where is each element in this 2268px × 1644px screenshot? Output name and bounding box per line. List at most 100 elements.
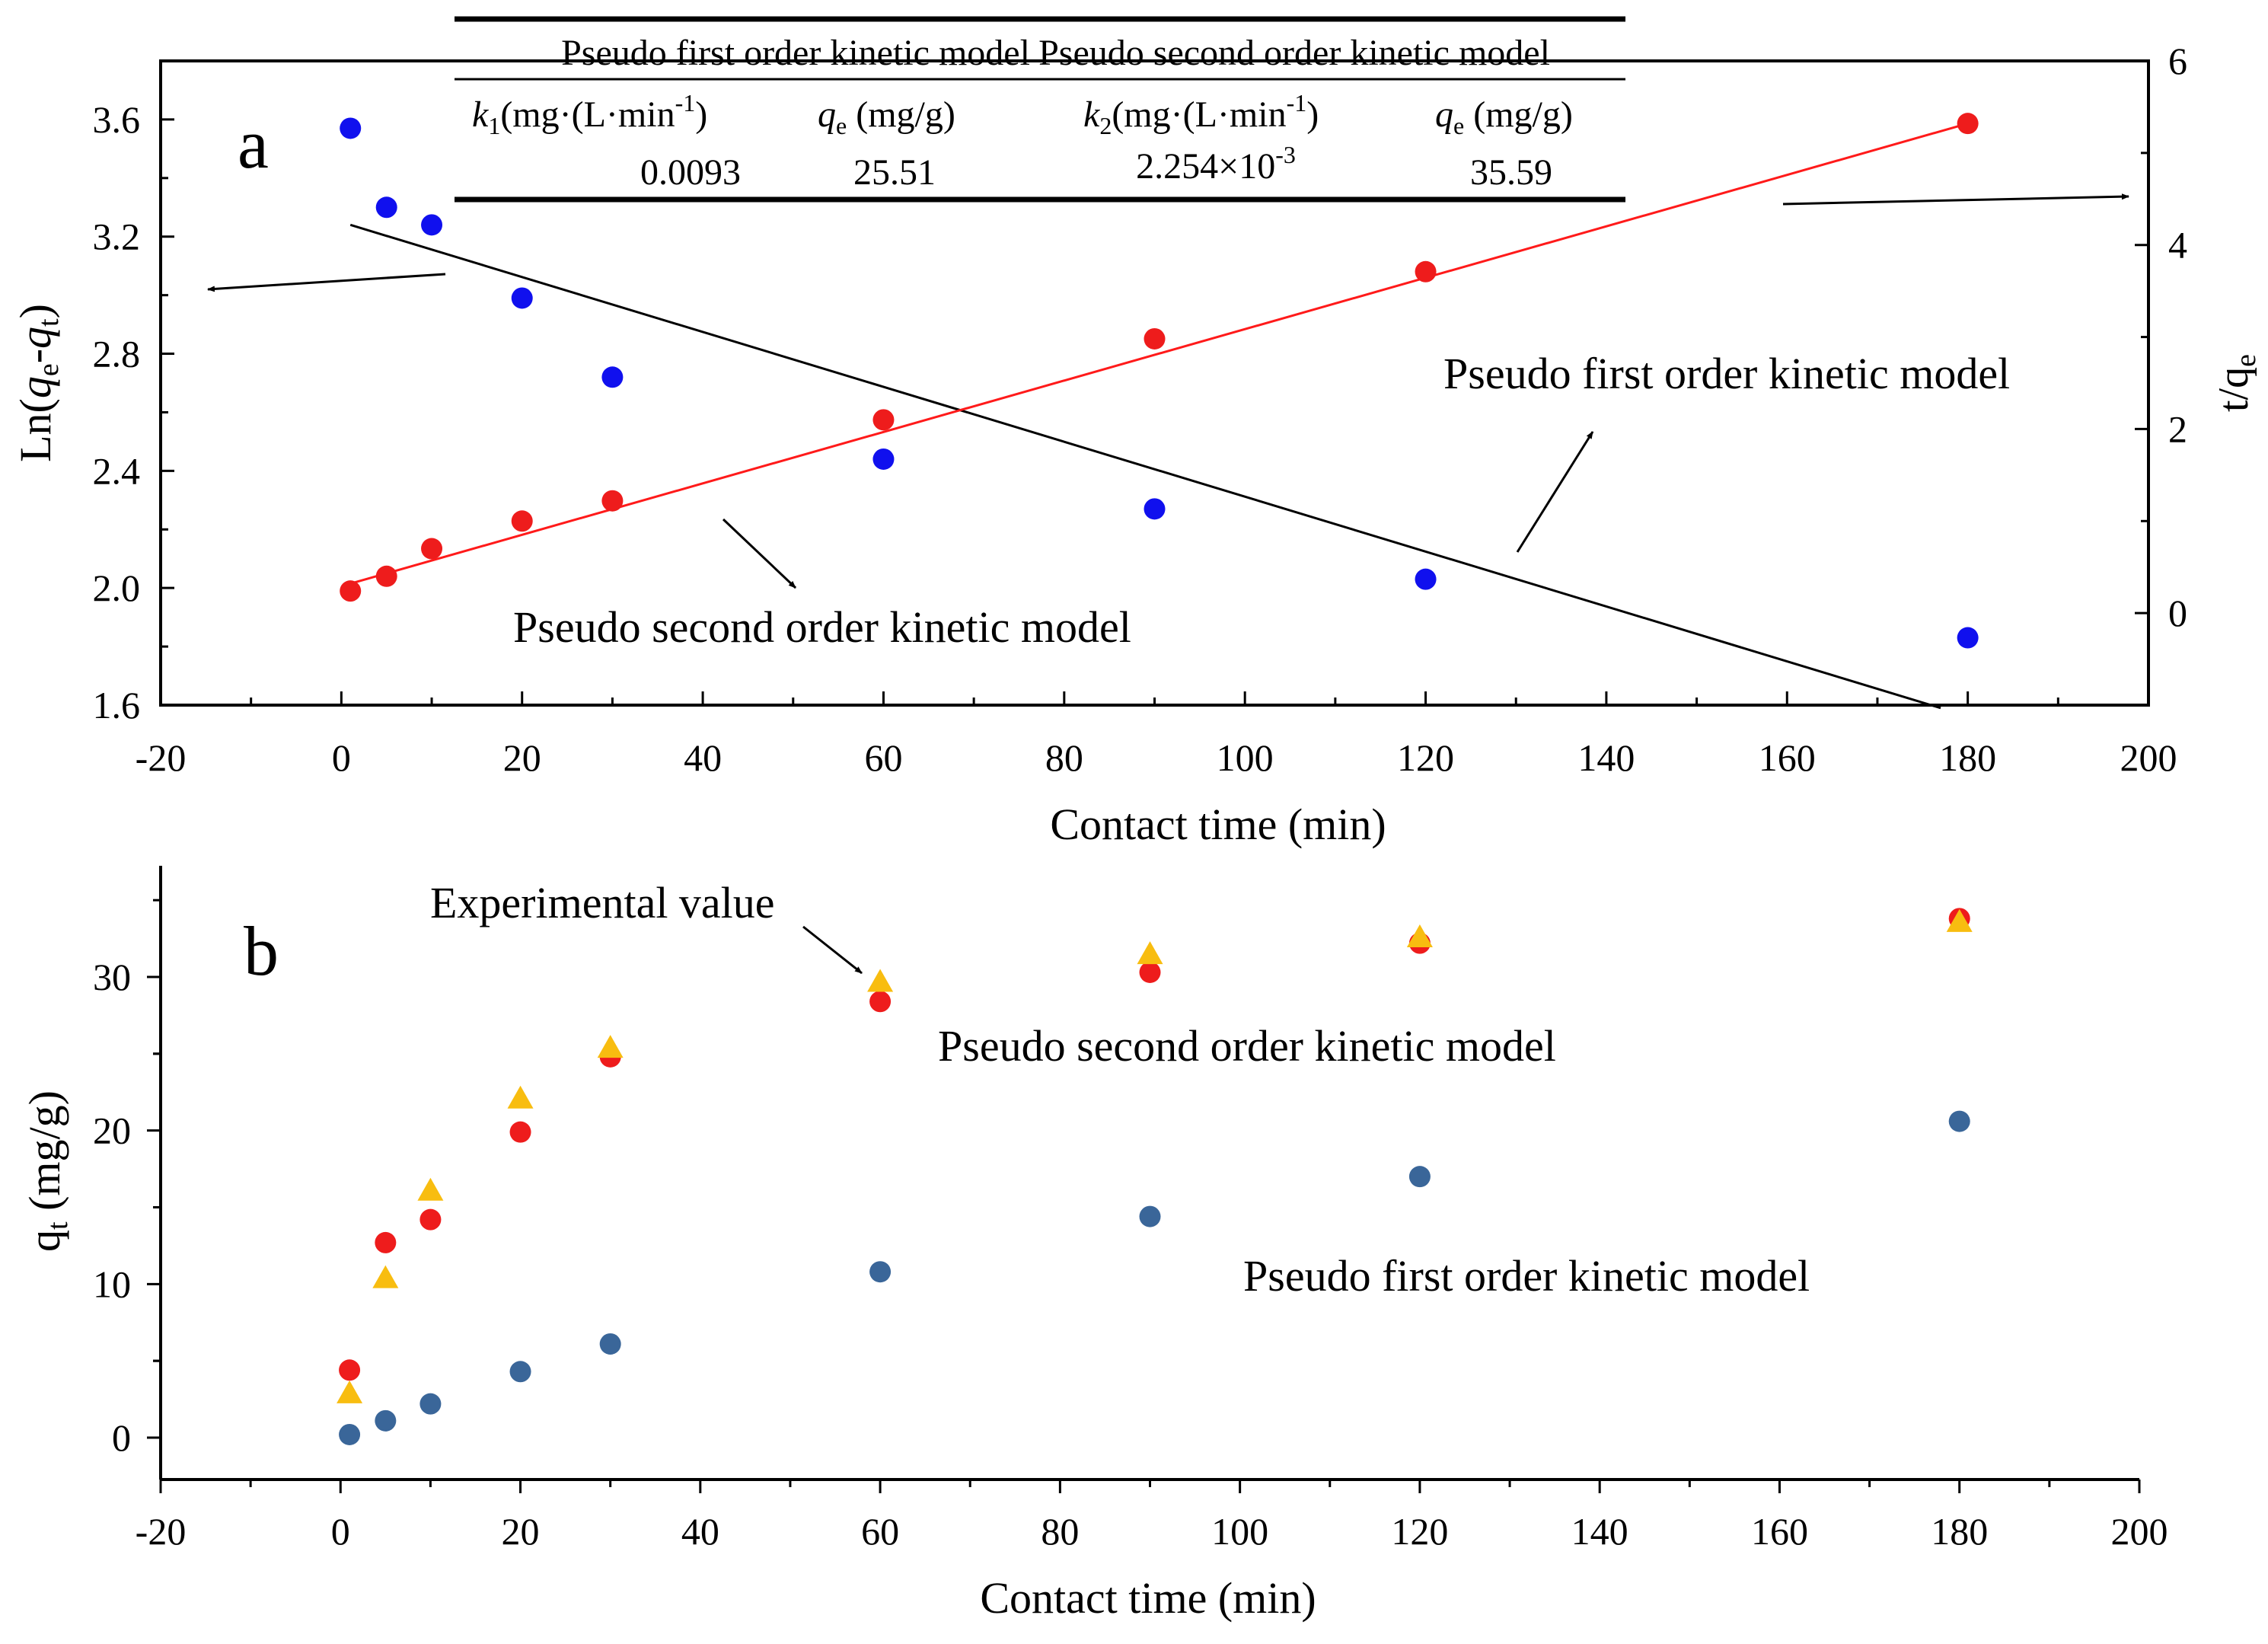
- x-tick-label: 0: [331, 1510, 350, 1553]
- y-tick-label: 20: [93, 1109, 131, 1152]
- panel-a-right-y-axis: 0 2 4 6: [2135, 40, 2187, 707]
- table-qe1-value: 25.51: [853, 152, 936, 193]
- x-tick-label: 100: [1217, 736, 1274, 779]
- experimental-value-point: [597, 1035, 624, 1058]
- table-header-first-order: Pseudo first order kinetic model: [561, 33, 1030, 73]
- x-tick-label: 40: [684, 736, 722, 779]
- first-order-point: [1144, 498, 1166, 520]
- second-order-point: [1415, 260, 1437, 283]
- y-left-tick-label: 2.8: [93, 333, 141, 375]
- second-order-point: [1139, 961, 1161, 983]
- x-tick-label: 20: [502, 1510, 540, 1553]
- x-tick-label: 200: [2111, 1510, 2168, 1553]
- second-order-point: [421, 538, 443, 560]
- second-order-point: [375, 1231, 397, 1253]
- panel-a-x-axis-label: Contact time (min): [1050, 800, 1386, 849]
- second-order-point: [339, 1359, 361, 1381]
- x-tick-label: 160: [1759, 736, 1816, 779]
- panel-b-x-axis: -20 0 20 40 60 80 100 120 140 160 180 200: [136, 1480, 2168, 1553]
- panel-a-x-axis: -20 0 20 40 60 80 100 120 140 160 180 200: [136, 691, 2177, 779]
- x-tick-label: 120: [1391, 1510, 1448, 1553]
- experimental-value-point: [417, 1177, 444, 1201]
- second-order-point: [869, 991, 892, 1013]
- table-col-qe-first: qe (mg/g): [818, 94, 955, 139]
- panel-b-y-axis-label: qt (mg/g): [20, 1090, 74, 1252]
- first-order-point: [375, 1409, 397, 1432]
- x-tick-label: 160: [1751, 1510, 1808, 1553]
- y-right-tick-label: 4: [2168, 224, 2187, 267]
- x-tick-label: 0: [332, 736, 351, 779]
- first-order-point: [419, 1393, 442, 1415]
- first-order-point: [421, 214, 443, 236]
- x-tick-label: 80: [1041, 1510, 1079, 1553]
- first-order-point: [511, 287, 533, 309]
- table-header-second-order: Pseudo second order kinetic model: [1038, 33, 1550, 73]
- first-order-point: [1408, 1166, 1431, 1188]
- y-right-tick-label: 0: [2168, 592, 2187, 634]
- x-tick-label: 20: [503, 736, 541, 779]
- table-qe2-value: 35.59: [1470, 152, 1552, 193]
- y-left-tick-label: 2.4: [93, 449, 141, 492]
- x-tick-label: 120: [1397, 736, 1454, 779]
- first-order-point: [339, 1423, 361, 1445]
- table-col-k1: k1(mg·(L·min-1): [472, 89, 707, 139]
- first-order-point: [872, 448, 895, 470]
- y-right-tick-label: 2: [2168, 407, 2187, 450]
- second-order-point: [419, 1208, 442, 1231]
- kinetic-parameters-table: Pseudo first order kinetic model Pseudo …: [455, 16, 1625, 203]
- experimental-value-point: [1137, 941, 1163, 965]
- y-tick-label: 30: [93, 956, 131, 998]
- table-col-qe-second: qe (mg/g): [1435, 94, 1573, 139]
- y-left-tick-label: 1.6: [93, 684, 141, 726]
- panel-b-label: b: [244, 912, 279, 990]
- x-tick-label: -20: [136, 1510, 187, 1553]
- x-tick-label: 140: [1577, 736, 1635, 779]
- panel-a-left-y-axis: 1.6 2.0 2.4 2.8 3.2 3.6: [93, 98, 174, 726]
- arrow-second-order-label: [722, 518, 797, 589]
- panel-a-label: a: [238, 105, 269, 183]
- x-tick-label: 80: [1045, 736, 1083, 779]
- x-tick-label: 40: [681, 1510, 719, 1553]
- y-tick-label: 10: [93, 1263, 131, 1305]
- second-order-point: [872, 409, 895, 431]
- panel-b-second-order-annotation: Pseudo second order kinetic model: [938, 1021, 1556, 1071]
- arrow-experimental-label: [802, 925, 863, 975]
- pseudo-first-order-fit-line: [349, 223, 1941, 710]
- panel-a: -20 0 20 40 60 80 100 120 140 160 180 200 1.62.02.4…: [11, 16, 2262, 849]
- first-order-point: [1415, 568, 1437, 590]
- panel-a-right-y-axis-label: t/qe: [2210, 354, 2262, 412]
- arrow-to-left-axis: [207, 273, 446, 292]
- first-order-point: [375, 196, 397, 219]
- first-order-point: [869, 1261, 892, 1283]
- second-order-point: [340, 580, 362, 602]
- table-k2-value: 2.254×10-3: [1136, 141, 1296, 187]
- x-tick-label: 180: [1931, 1510, 1988, 1553]
- y-left-tick-label: 3.6: [93, 98, 141, 141]
- panel-a-data-points: [340, 113, 1979, 649]
- panel-b-experimental-annotation: Experimental value: [430, 878, 775, 927]
- table-k1-value: 0.0093: [640, 152, 741, 193]
- panel-b: -20 0 20 40 60 80 100 120 140 160 180 200 0 10 20 30 b…: [20, 866, 2168, 1623]
- experimental-value-point: [337, 1380, 363, 1403]
- experimental-value-point: [507, 1085, 534, 1109]
- second-order-point: [511, 510, 533, 532]
- first-order-point: [1948, 1110, 1970, 1132]
- y-tick-label: 0: [112, 1416, 131, 1459]
- first-order-point: [599, 1333, 621, 1355]
- x-tick-label: 100: [1211, 1510, 1268, 1553]
- arrow-first-order-label: [1516, 431, 1594, 553]
- x-tick-label: 180: [1939, 736, 1996, 779]
- experimental-value-point: [867, 969, 894, 992]
- panel-b-y-axis: 0 10 20 30: [93, 899, 161, 1459]
- y-left-tick-label: 2.0: [93, 567, 141, 609]
- x-tick-label: 60: [864, 736, 902, 779]
- table-col-k2: k2(mg·(L·min-1): [1083, 89, 1319, 139]
- panel-b-data-points: [337, 908, 1973, 1445]
- second-order-point: [1957, 113, 1979, 135]
- first-order-point: [1139, 1205, 1161, 1227]
- first-order-point: [340, 117, 362, 139]
- second-order-point: [375, 565, 397, 587]
- x-tick-label: -20: [136, 736, 187, 779]
- experimental-value-point: [1946, 908, 1973, 932]
- x-tick-label: 200: [2120, 736, 2177, 779]
